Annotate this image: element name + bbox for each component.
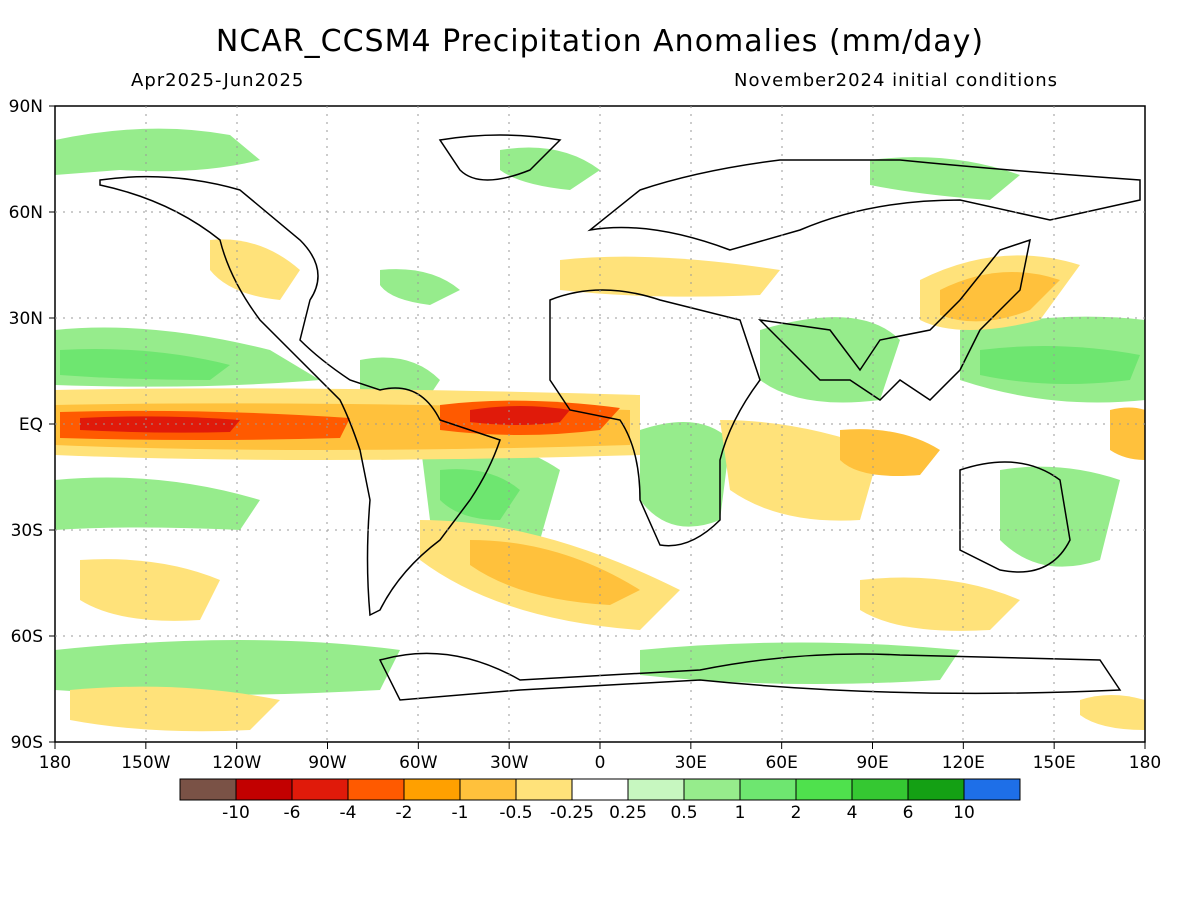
- colorbar-swatch: [347, 778, 405, 801]
- lat-label: 30N: [9, 309, 43, 329]
- lon-label: 150W: [121, 753, 170, 773]
- lon-label: 30W: [490, 753, 529, 773]
- colorbar-swatch: [907, 778, 965, 801]
- colorbar-label: -2: [396, 803, 413, 823]
- colorbar-label: -6: [284, 803, 301, 823]
- colorbar-swatch: [963, 778, 1021, 801]
- colorbar-label: 4: [847, 803, 858, 823]
- colorbar-label: 0.5: [670, 803, 697, 823]
- lat-label: 90N: [9, 97, 43, 117]
- longitude-labels: 180 150W 120W 90W 60W 30W 0 30E 60E 90E 120E 150E 18…: [39, 742, 1161, 773]
- lat-label: 60S: [11, 627, 43, 647]
- lat-label: 60N: [9, 203, 43, 223]
- colorbar-label: -4: [340, 803, 357, 823]
- colorbar-swatch: [403, 778, 461, 801]
- colorbar-swatch: [179, 778, 237, 801]
- lon-label: 30E: [675, 753, 707, 773]
- colorbar-label: 0.25: [609, 803, 647, 823]
- colorbar-label: 2: [791, 803, 802, 823]
- colorbar-swatch: [683, 778, 741, 801]
- colorbar-swatch: [291, 778, 349, 801]
- colorbar-swatch: [739, 778, 797, 801]
- colorbar-swatch: [459, 778, 517, 801]
- wet-anomaly-strong: [60, 346, 1140, 520]
- lat-label: 30S: [11, 521, 43, 541]
- colorbar-label: -10: [222, 803, 250, 823]
- colorbar-label: -0.25: [550, 803, 594, 823]
- lon-label: 150E: [1033, 753, 1076, 773]
- lon-label: 120W: [212, 753, 261, 773]
- colorbar-swatch: [235, 778, 293, 801]
- colorbar: -10 -6 -4 -2 -1 -0.5 -0.25 0.25 0.5 1 2 4 6 10: [179, 778, 1021, 823]
- colorbar-swatch: [627, 778, 685, 801]
- lat-label: 90S: [11, 733, 43, 753]
- colorbar-swatch: [851, 778, 909, 801]
- latitude-labels: 90N 60N 30N EQ 30S 60S 90S: [9, 97, 55, 753]
- map-title: NCAR_CCSM4 Precipitation Anomalies (mm/d…: [215, 24, 985, 59]
- colorbar-label: -0.5: [499, 803, 532, 823]
- colorbar-label: 1: [735, 803, 746, 823]
- lat-label: EQ: [19, 415, 43, 435]
- colorbar-swatch: [515, 778, 573, 801]
- lon-label: 120E: [942, 753, 985, 773]
- lon-label: 60E: [765, 753, 797, 773]
- forecast-period: Apr2025-Jun2025: [131, 70, 305, 91]
- lon-label: 180: [1129, 753, 1161, 773]
- anomaly-field: [55, 128, 1145, 732]
- lon-label: 90W: [308, 753, 347, 773]
- initial-conditions: November2024 initial conditions: [734, 70, 1058, 91]
- lon-label: 90E: [856, 753, 888, 773]
- colorbar-swatch: [795, 778, 853, 801]
- colorbar-label: 6: [903, 803, 914, 823]
- gridlines: [55, 106, 1145, 742]
- lon-label: 180: [39, 753, 71, 773]
- colorbar-label: 10: [953, 803, 975, 823]
- dry-anomaly-severe: [80, 406, 570, 433]
- lon-label: 60W: [399, 753, 438, 773]
- colorbar-label: -1: [452, 803, 469, 823]
- colorbar-swatch: [571, 778, 629, 801]
- lon-label: 0: [595, 753, 606, 773]
